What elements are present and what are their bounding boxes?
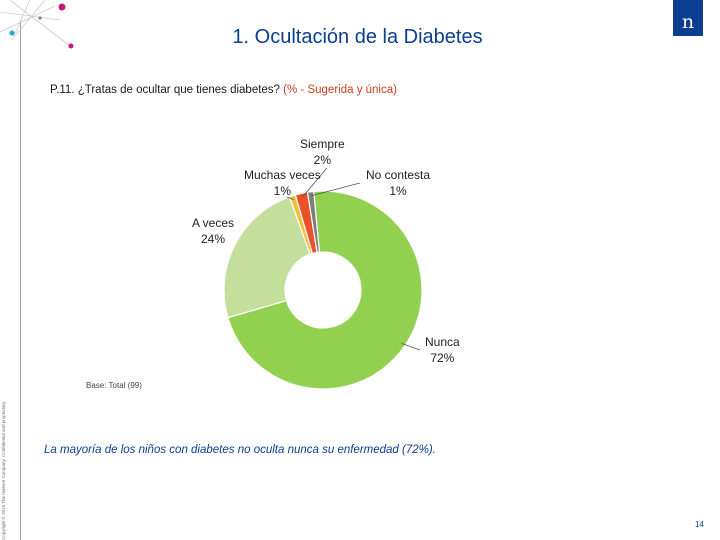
label-no-contesta-value: 1% — [389, 184, 407, 198]
question-text: ¿Tratas de ocultar que tienes diabetes? — [77, 84, 280, 96]
label-no-contesta-name: No contesta — [366, 168, 431, 182]
leader-muchas-veces — [286, 196, 294, 201]
label-nunca-value: 72% — [430, 351, 455, 365]
label-leader-lines — [286, 167, 421, 351]
decor-dot-magenta — [58, 3, 66, 11]
page-number: 14 — [695, 520, 704, 529]
leader-siempre — [301, 167, 328, 198]
question-line: P.11. ¿Tratas de ocultar que tienes diab… — [50, 84, 397, 96]
question-type: (% - Sugerida y única) — [283, 84, 397, 96]
conclusion-text: La mayoría de los niños con diabetes no … — [44, 444, 436, 456]
base-note: Base: Total (99) — [86, 381, 142, 390]
left-rule — [20, 20, 21, 540]
label-a-veces: A veces 24% — [192, 215, 234, 247]
label-nunca-name: Nunca — [425, 335, 460, 349]
slice-nunca — [227, 190, 423, 390]
decor-dot-grey — [38, 16, 42, 20]
question-type-close: ) — [393, 84, 397, 96]
decorative-network-graphic — [0, 0, 74, 49]
leader-no-contesta — [310, 182, 361, 197]
label-siempre-value: 2% — [313, 153, 332, 167]
label-muchas-veces: Muchas veces 1% — [244, 167, 321, 199]
logo-mark: n — [681, 11, 695, 33]
brand-logo: n — [673, 0, 703, 36]
donut-slices — [223, 190, 423, 390]
label-no-contesta: No contesta 1% — [366, 167, 430, 199]
decor-dot-magenta-small — [68, 43, 74, 49]
question-code: P.11. — [50, 84, 75, 96]
decor-dot-cyan — [9, 30, 15, 36]
label-a-veces-value: 24% — [201, 232, 226, 246]
slice-a-veces — [223, 196, 311, 319]
page-title: 1. Ocultación de la Diabetes — [232, 26, 483, 48]
leader-nunca — [401, 343, 421, 351]
label-muchas-veces-value: 1% — [273, 184, 292, 198]
question-type-open: ( — [283, 84, 288, 96]
question-type-text: % - Sugerida y única — [287, 84, 394, 96]
label-a-veces-name: A veces — [192, 216, 235, 230]
label-siempre-name: Siempre — [300, 137, 345, 151]
label-muchas-veces-name: Muchas veces — [244, 168, 321, 182]
label-siempre: Siempre 2% — [300, 136, 345, 168]
slice-no-contesta — [306, 190, 321, 254]
label-nunca: Nunca 72% — [425, 334, 460, 366]
